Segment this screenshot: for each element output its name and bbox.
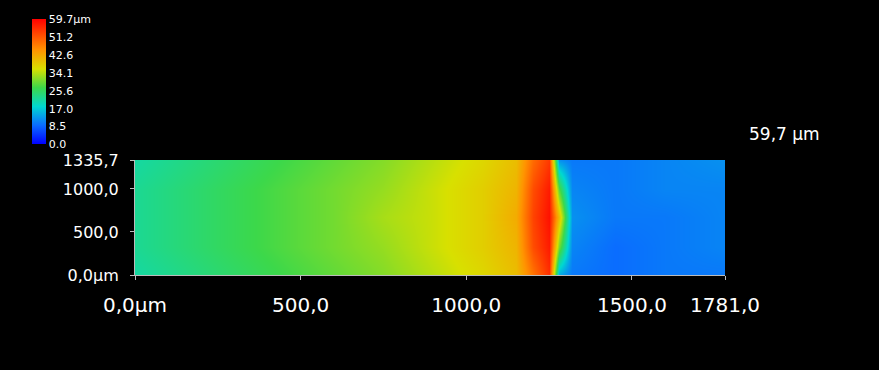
svg-text:1781,0: 1781,0 <box>690 293 760 317</box>
svg-text:500,0: 500,0 <box>73 223 119 242</box>
svg-text:42.6: 42.6 <box>49 49 73 62</box>
svg-text:1000,0: 1000,0 <box>63 180 119 199</box>
svg-text:17.0: 17.0 <box>49 103 73 116</box>
svg-text:0,0µm: 0,0µm <box>68 266 119 285</box>
svg-text:51.2: 51.2 <box>49 31 73 44</box>
svg-text:8.5: 8.5 <box>49 120 66 133</box>
svg-text:59.7µm: 59.7µm <box>49 13 91 26</box>
svg-text:500,0: 500,0 <box>272 293 329 317</box>
svg-text:34.1: 34.1 <box>49 67 73 80</box>
svg-text:1335,7: 1335,7 <box>63 151 119 170</box>
svg-text:0,0µm: 0,0µm <box>103 293 167 317</box>
svg-text:1000,0: 1000,0 <box>431 293 501 317</box>
svg-text:1500,0: 1500,0 <box>597 293 667 317</box>
svg-text:25.6: 25.6 <box>49 85 73 98</box>
svg-text:59,7 µm: 59,7 µm <box>749 124 820 144</box>
svg-text:0.0: 0.0 <box>49 138 66 151</box>
